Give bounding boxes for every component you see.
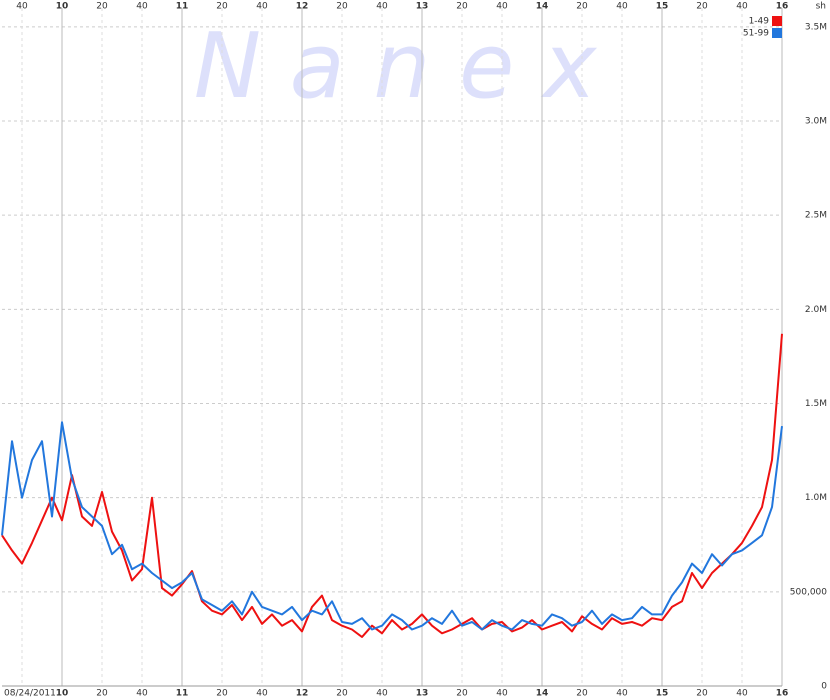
- legend-label: 1-49: [749, 17, 770, 27]
- y-tick-label: 0: [821, 682, 827, 692]
- x-tick-label-top: 12: [296, 2, 309, 12]
- x-tick-label-top: 40: [136, 2, 148, 12]
- x-tick-label-top: 16: [776, 2, 789, 12]
- x-tick-label-top: 40: [496, 2, 508, 12]
- x-tick-label-top: 20: [696, 2, 708, 12]
- x-tick-label: 13: [416, 689, 429, 699]
- y-tick-label: 3.5M: [805, 22, 827, 32]
- y-tick-label: 500,000: [790, 587, 827, 597]
- x-tick-label: 20: [576, 689, 588, 699]
- x-tick-label: 15: [656, 689, 669, 699]
- series-line: [1, 421, 783, 631]
- x-tick-label: 20: [336, 689, 348, 699]
- legend-swatch: [772, 28, 782, 38]
- x-tick-label-top: 40: [16, 2, 28, 12]
- y-tick-label: 1.0M: [805, 493, 827, 503]
- legend-label: 51-99: [743, 29, 769, 39]
- x-tick-label: 11: [176, 689, 189, 699]
- x-tick-label-top: 40: [376, 2, 388, 12]
- x-tick-label: 40: [136, 689, 148, 699]
- x-tick-label: 40: [376, 689, 388, 699]
- x-tick-label: 20: [696, 689, 708, 699]
- x-tick-label-top: 13: [416, 2, 429, 12]
- x-tick-label: 16: [776, 689, 789, 699]
- x-tick-label: 40: [736, 689, 748, 699]
- unit-label: sh: [816, 2, 826, 12]
- x-tick-label-top: 15: [656, 2, 669, 12]
- y-tick-label: 2.0M: [805, 305, 827, 315]
- date-label: 08/24/2011: [4, 689, 56, 699]
- x-tick-label-top: 20: [456, 2, 468, 12]
- x-tick-label-top: 40: [256, 2, 268, 12]
- y-tick-label: 1.5M: [805, 399, 827, 409]
- x-tick-label-top: 14: [536, 2, 549, 12]
- series-line: [1, 333, 783, 638]
- y-tick-label: 2.5M: [805, 211, 827, 221]
- x-tick-label-top: 20: [216, 2, 228, 12]
- x-tick-label: 10: [56, 689, 69, 699]
- x-tick-label-top: 20: [576, 2, 588, 12]
- x-tick-label: 20: [96, 689, 108, 699]
- grid: [2, 8, 783, 687]
- y-tick-label: 3.0M: [805, 117, 827, 127]
- x-tick-label: 40: [616, 689, 628, 699]
- x-tick-label: 40: [256, 689, 268, 699]
- x-tick-label: 20: [216, 689, 228, 699]
- x-tick-label: 12: [296, 689, 309, 699]
- x-tick-label-top: 40: [736, 2, 748, 12]
- x-tick-label: 14: [536, 689, 549, 699]
- x-tick-label-top: 10: [56, 2, 69, 12]
- legend-swatch: [772, 16, 782, 26]
- x-tick-label-top: 20: [96, 2, 108, 12]
- x-tick-label: 20: [456, 689, 468, 699]
- x-tick-label: 40: [496, 689, 508, 699]
- x-tick-label-top: 40: [616, 2, 628, 12]
- watermark: N a n e x: [194, 14, 598, 119]
- x-tick-label-top: 11: [176, 2, 189, 12]
- x-tick-label-top: 20: [336, 2, 348, 12]
